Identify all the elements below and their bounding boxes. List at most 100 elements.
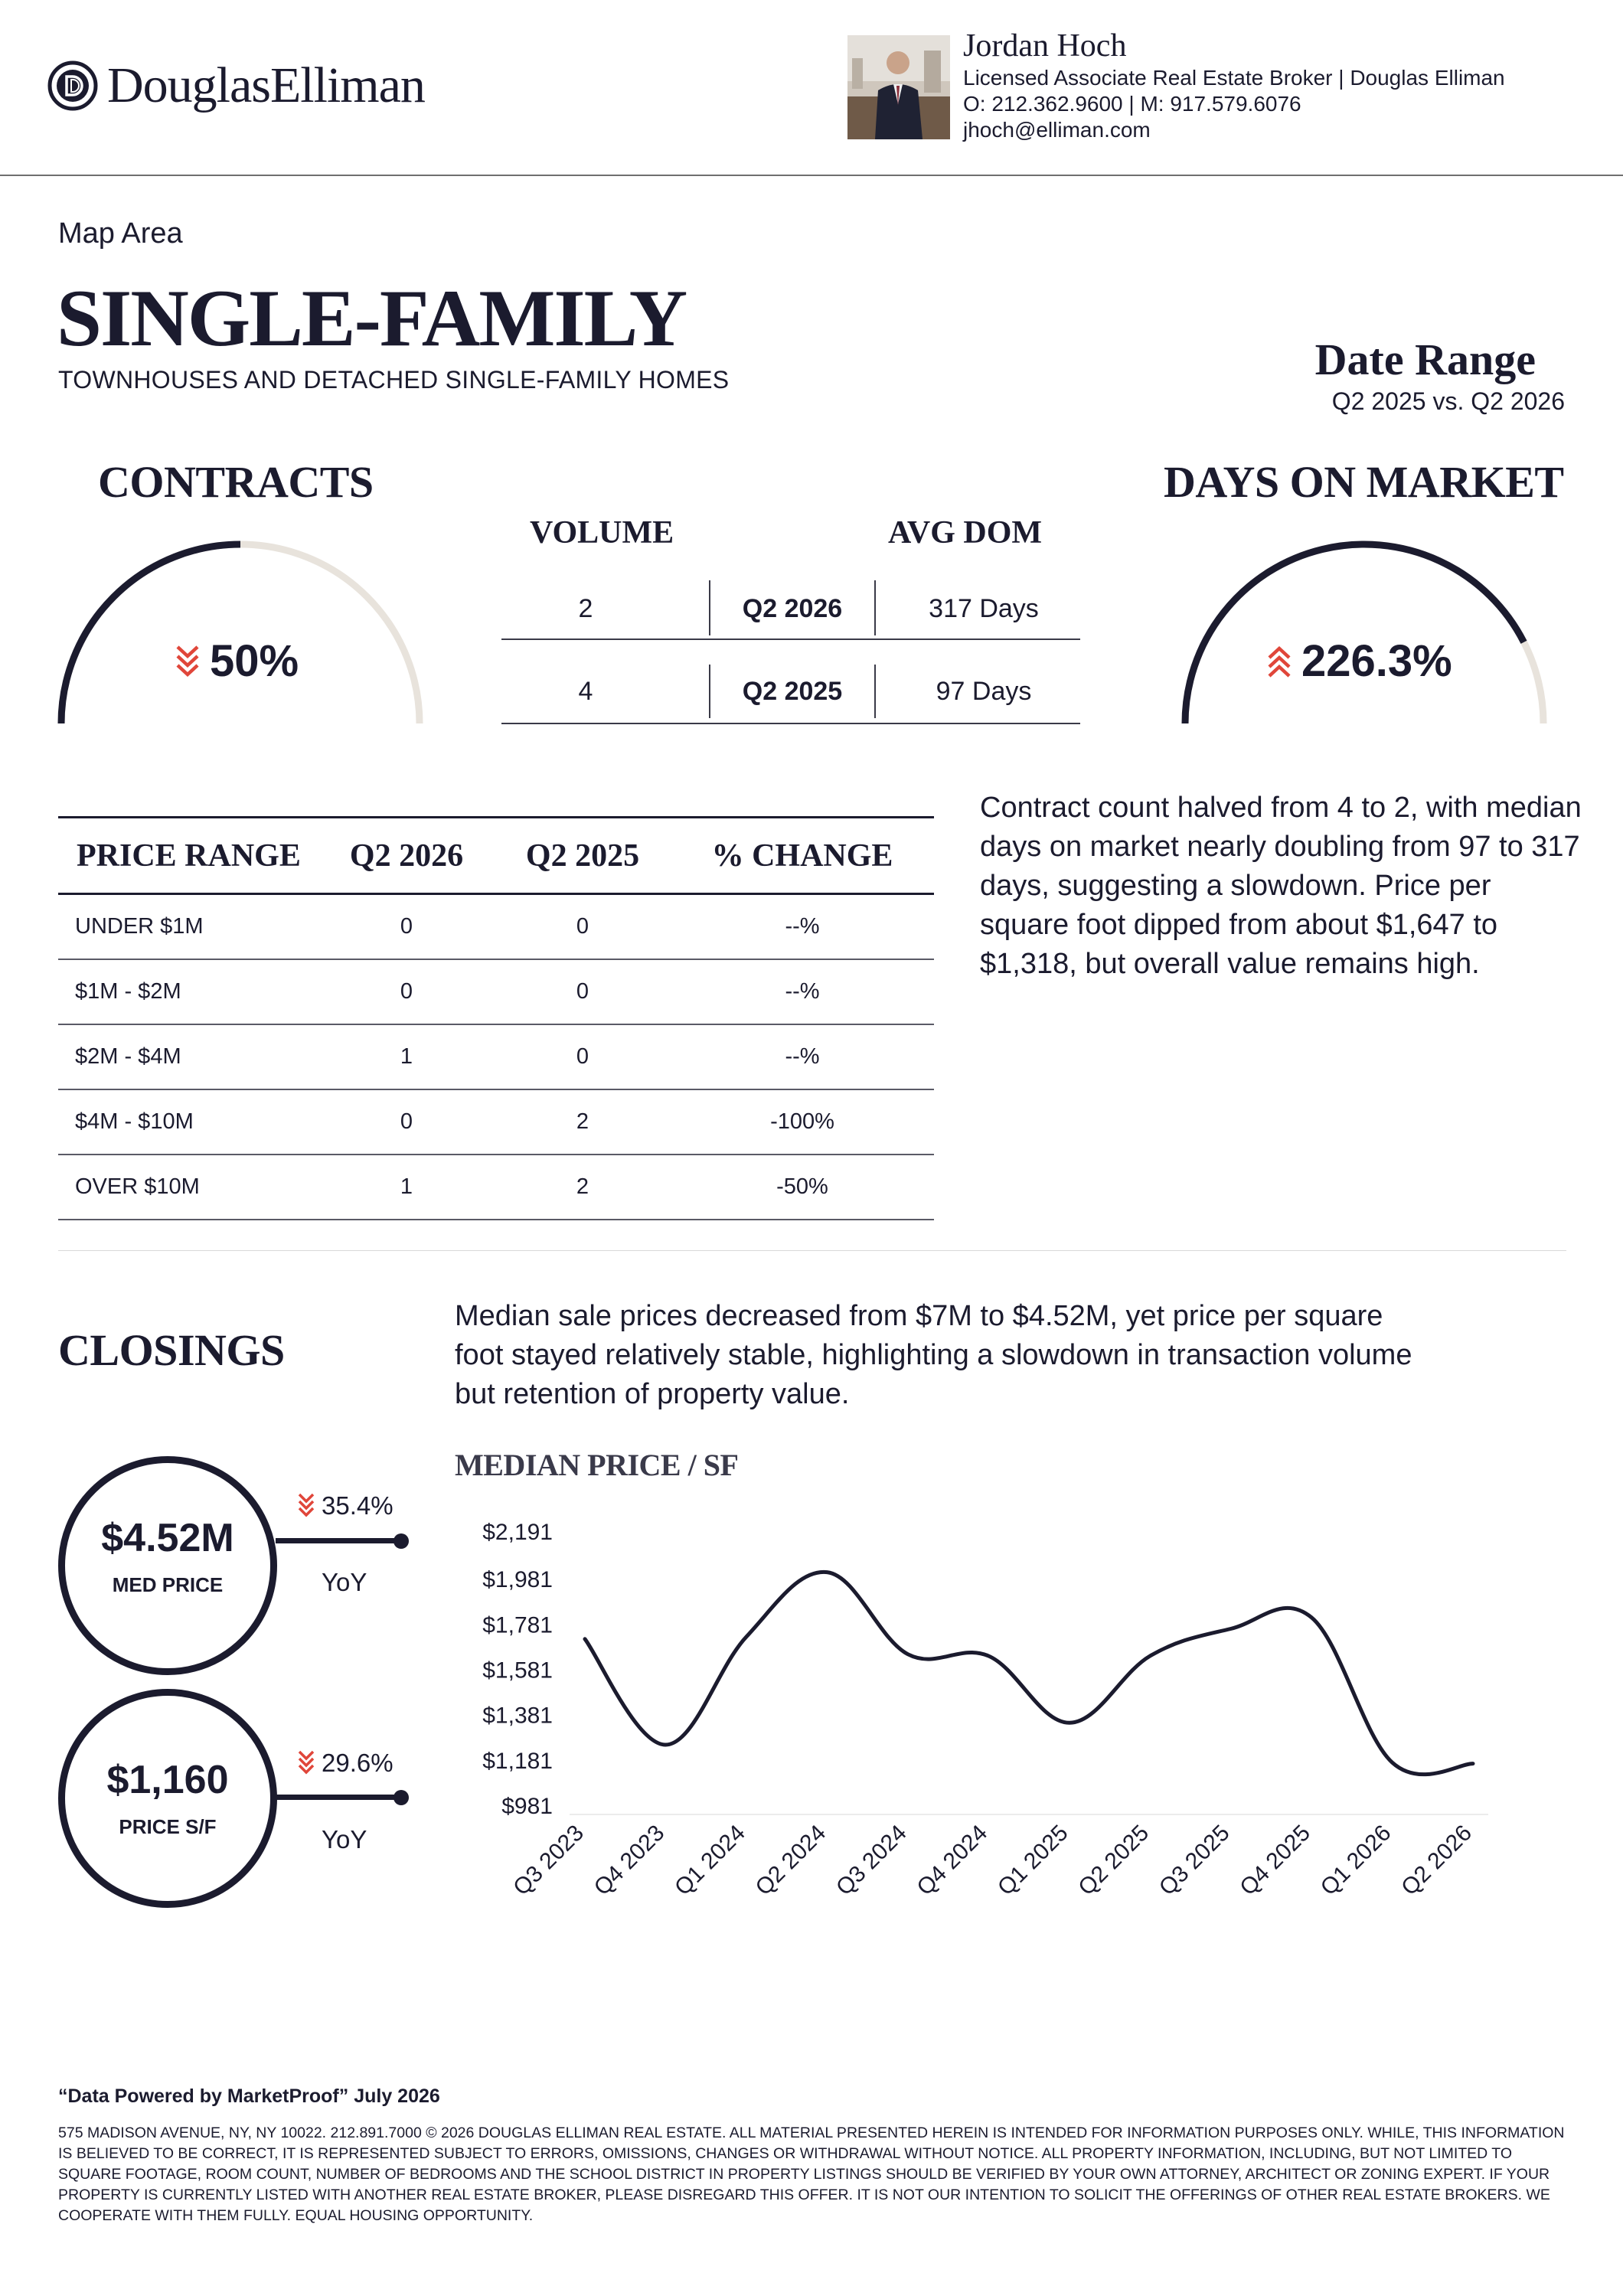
table-row: $2M - $4M 1 0 --% bbox=[58, 1024, 934, 1090]
x-tick-label: Q1 2026 bbox=[1316, 1821, 1396, 1901]
y-tick-label: $1,981 bbox=[482, 1567, 553, 1592]
median-price-circle: $4.52M MED PRICE bbox=[58, 1456, 277, 1675]
price-range-table: PRICE RANGE Q2 2026 Q2 2025 % CHANGE UND… bbox=[58, 816, 934, 1220]
y-tick-label: $1,781 bbox=[482, 1612, 553, 1638]
q2-2026-cell: 0 bbox=[318, 959, 495, 1025]
volume-divider bbox=[874, 665, 876, 718]
median-price-label: MED PRICE bbox=[112, 1573, 224, 1596]
x-tick-label: Q1 2024 bbox=[670, 1821, 750, 1901]
y-tick-label: $1,381 bbox=[482, 1703, 553, 1729]
q2-2026-header: Q2 2026 bbox=[318, 816, 495, 895]
contracts-heading: CONTRACTS bbox=[98, 457, 374, 507]
median-price-change: 35.4% bbox=[297, 1491, 394, 1520]
contracts-change: 50% bbox=[175, 635, 299, 687]
volume-divider bbox=[874, 580, 876, 635]
page-title: SINGLE-FAMILY bbox=[57, 273, 687, 363]
contracts-gauge bbox=[57, 541, 423, 724]
footer-credit: “Data Powered by MarketProof” July 2026 bbox=[58, 2085, 440, 2107]
closings-heading: CLOSINGS bbox=[58, 1325, 285, 1375]
price-sf-label: PRICE S/F bbox=[119, 1815, 217, 1838]
dom-change-value: 226.3% bbox=[1301, 636, 1452, 686]
q2-2025-cell: 2 bbox=[495, 1154, 671, 1220]
q2-2026-cell: 1 bbox=[318, 1024, 495, 1090]
y-tick-label: $1,181 bbox=[482, 1749, 553, 1774]
price-sf-period: YoY bbox=[322, 1825, 367, 1853]
pct-change-cell: -50% bbox=[671, 1154, 934, 1220]
contracts-change-value: 50% bbox=[210, 636, 299, 686]
date-range-label: Date Range bbox=[1314, 335, 1536, 384]
volume-divider bbox=[709, 580, 710, 635]
x-tick-label: Q1 2025 bbox=[993, 1821, 1073, 1901]
map-area-label: Map Area bbox=[58, 217, 183, 250]
double-chevron-up-icon bbox=[1268, 645, 1291, 678]
x-tick-label: Q4 2023 bbox=[589, 1821, 670, 1901]
page-subtitle: TOWNHOUSES AND DETACHED SINGLE-FAMILY HO… bbox=[58, 366, 730, 394]
pct-change-cell: -100% bbox=[671, 1089, 934, 1155]
x-tick-label: Q4 2025 bbox=[1235, 1821, 1315, 1901]
dom-gauge-track bbox=[1181, 541, 1547, 724]
y-tick-label: $1,581 bbox=[482, 1657, 553, 1683]
pct-change-header: % CHANGE bbox=[671, 816, 934, 895]
avg-dom-header: AVG DOM bbox=[888, 515, 1043, 550]
dom-gauge-fill bbox=[1181, 541, 1527, 724]
series-line bbox=[583, 1570, 1475, 1777]
median-price-connector-dot bbox=[394, 1533, 409, 1549]
double-chevron-down-icon bbox=[298, 1750, 315, 1775]
days-on-market-heading: DAYS ON MARKET bbox=[1164, 457, 1564, 507]
x-tick-label: Q3 2023 bbox=[508, 1821, 589, 1901]
closings-summary: Median sale prices decreased from $7M to… bbox=[455, 1300, 1412, 1410]
x-tick-label: Q3 2025 bbox=[1154, 1821, 1235, 1901]
pct-change-cell: --% bbox=[671, 893, 934, 960]
table-row: $1M - $2M 0 0 --% bbox=[58, 959, 934, 1025]
table-row: OVER $10M 1 2 -50% bbox=[58, 1154, 934, 1220]
price-range-cell: UNDER $1M bbox=[58, 893, 318, 960]
x-tick-label: Q2 2024 bbox=[751, 1821, 831, 1901]
volume-header: VOLUME bbox=[530, 515, 674, 550]
x-tick-label: Q2 2025 bbox=[1073, 1821, 1154, 1901]
x-tick-label: Q4 2024 bbox=[913, 1821, 993, 1901]
median-price-period: YoY bbox=[322, 1568, 367, 1596]
section-divider bbox=[58, 1250, 1566, 1251]
agent-title: Licensed Associate Real Estate Broker | … bbox=[963, 66, 1505, 90]
logo-mark-icon bbox=[47, 60, 98, 111]
agent-email[interactable]: jhoch@elliman.com bbox=[963, 118, 1151, 142]
q2-2026-cell: 0 bbox=[318, 1089, 495, 1155]
agent-photo bbox=[847, 35, 950, 139]
price-sf-connector bbox=[276, 1795, 398, 1800]
y-tick-label: $2,191 bbox=[482, 1520, 553, 1545]
median-price-connector bbox=[276, 1538, 398, 1543]
volume-row-1-dom: 317 Days bbox=[929, 594, 1039, 623]
x-tick-label: Q3 2024 bbox=[831, 1821, 912, 1901]
dom-change: 226.3% bbox=[1266, 635, 1452, 687]
price-sf-connector-dot bbox=[394, 1790, 409, 1805]
q2-2025-cell: 0 bbox=[495, 959, 671, 1025]
double-chevron-down-icon bbox=[298, 1493, 315, 1517]
q2-2025-header: Q2 2025 bbox=[495, 816, 671, 895]
brand-name: DouglasElliman bbox=[107, 57, 426, 113]
q2-2026-cell: 1 bbox=[318, 1154, 495, 1220]
page-header: DouglasElliman Jordan Hoch Licensed Asso… bbox=[0, 0, 1623, 176]
volume-divider bbox=[709, 665, 710, 718]
volume-row-2-volume: 4 bbox=[578, 677, 593, 706]
double-chevron-down-icon bbox=[176, 645, 199, 677]
q2-2026-cell: 0 bbox=[318, 893, 495, 960]
agent-phones[interactable]: O: 212.362.9600 | M: 917.579.6076 bbox=[963, 92, 1301, 116]
median-price-change-value: 35.4% bbox=[322, 1491, 394, 1520]
table-row: UNDER $1M 0 0 --% bbox=[58, 893, 934, 960]
price-range-cell: OVER $10M bbox=[58, 1154, 318, 1220]
pct-change-cell: --% bbox=[671, 959, 934, 1025]
price-table-header-row: PRICE RANGE Q2 2026 Q2 2025 % CHANGE bbox=[58, 816, 934, 895]
price-sf-value: $1,160 bbox=[106, 1758, 229, 1802]
y-tick-label: $981 bbox=[501, 1794, 553, 1819]
median-price-value: $4.52M bbox=[101, 1516, 234, 1560]
brand-logo[interactable]: DouglasElliman bbox=[47, 55, 426, 116]
x-tick-label: Q2 2026 bbox=[1396, 1821, 1477, 1901]
q2-2025-cell: 0 bbox=[495, 893, 671, 960]
volume-row-2-period: Q2 2025 bbox=[742, 677, 843, 706]
dom-gauge bbox=[1181, 541, 1547, 724]
volume-row-2-dom: 97 Days bbox=[936, 677, 1032, 706]
q2-2025-cell: 2 bbox=[495, 1089, 671, 1155]
footer-disclaimer: 575 Madison Avenue, NY, NY 10022. 212.89… bbox=[58, 2125, 1565, 2224]
median-price-sf-chart: $2,191 $1,981 $1,781 $1,581 $1,381 $1,181 $981… bbox=[482, 1520, 1488, 1901]
volume-row-1-period: Q2 2026 bbox=[742, 594, 843, 623]
